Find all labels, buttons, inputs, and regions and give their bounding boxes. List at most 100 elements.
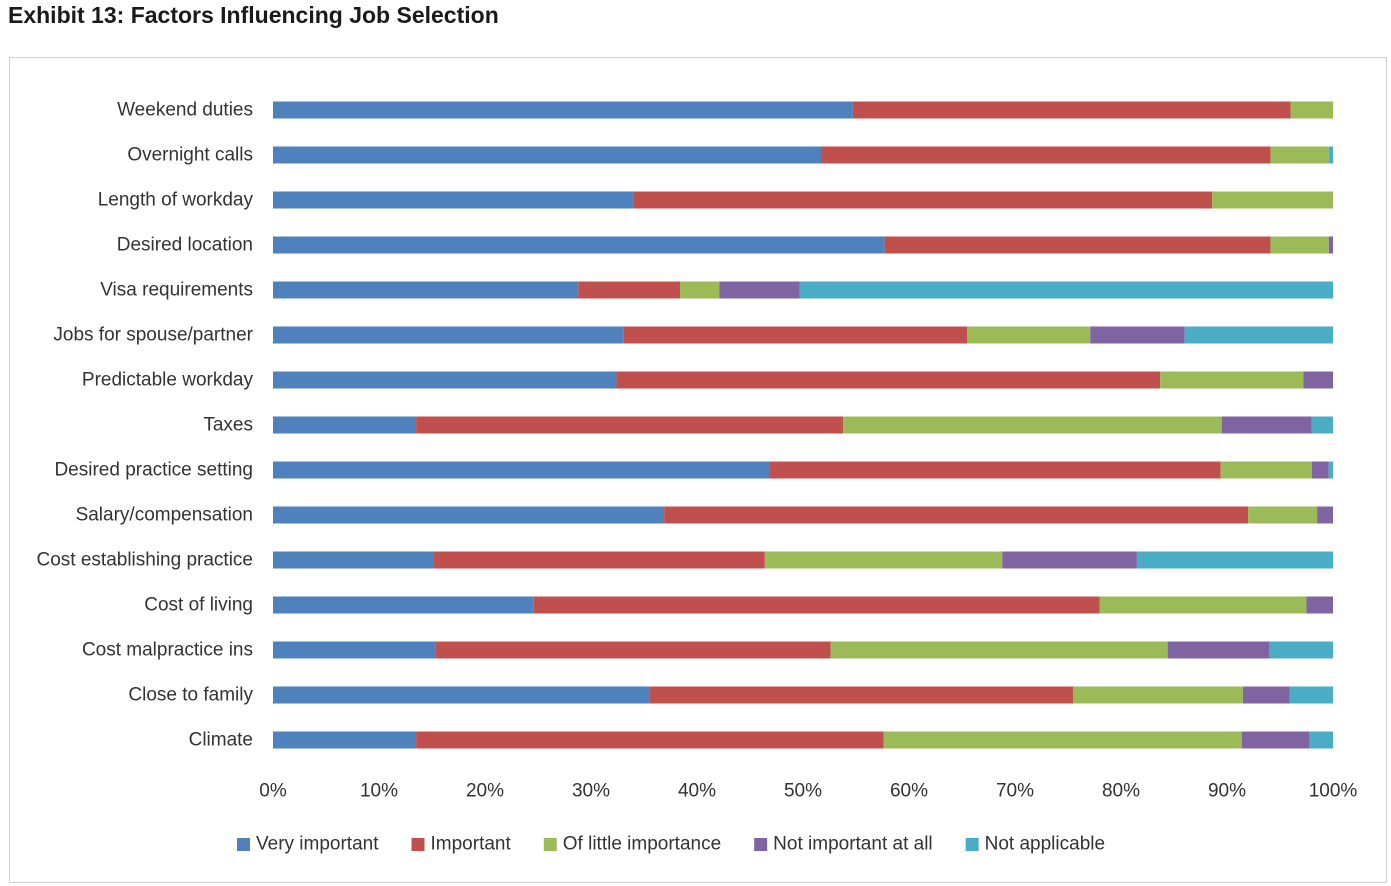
- bar-predictable-workday-not-important-at-all: [1303, 371, 1333, 389]
- bar-climate-not-applicable: [1309, 731, 1333, 749]
- category-label: Cost malpractice ins: [82, 640, 253, 661]
- category-label: Desired location: [117, 235, 253, 256]
- category-label: Salary/compensation: [76, 505, 253, 526]
- x-tick-label: 30%: [572, 781, 610, 802]
- bar-climate-very-important: [273, 731, 417, 749]
- bar-desired-practice-setting-not-important-at-all: [1311, 461, 1329, 479]
- bar-cost-malpractice-ins-not-applicable: [1269, 641, 1333, 659]
- legend: Very important Important Of little importa…: [237, 834, 1105, 855]
- category-label: Climate: [189, 730, 253, 751]
- bar-predictable-workday-important: [616, 371, 1161, 389]
- bar-cost-of-living-important: [533, 596, 1100, 614]
- bar-jobs-for-spouse-partner-not-important-at-all: [1090, 326, 1185, 344]
- bar-desired-location-important: [884, 236, 1271, 254]
- category-label: Desired practice setting: [54, 460, 253, 481]
- bar-overnight-calls-of-little-importance: [1270, 146, 1329, 164]
- bar-salary-compensation-not-important-at-all: [1317, 506, 1333, 524]
- category-label: Visa requirements: [100, 280, 253, 301]
- bar-jobs-for-spouse-partner-not-applicable: [1184, 326, 1333, 344]
- x-tick-label: 60%: [890, 781, 928, 802]
- x-tick-label: 100%: [1309, 781, 1358, 802]
- bar-close-to-family-of-little-importance: [1073, 686, 1243, 704]
- legend-swatch-of-little-importance: [543, 838, 557, 851]
- bars-layer: [273, 101, 1333, 749]
- bar-visa-requirements-important: [578, 281, 681, 299]
- bar-desired-location-not-important-at-all: [1328, 236, 1333, 254]
- bar-cost-malpractice-ins-important: [435, 641, 831, 659]
- bar-taxes-not-important-at-all: [1221, 416, 1312, 434]
- x-tick-label: 80%: [1102, 781, 1140, 802]
- bar-climate-not-important-at-all: [1241, 731, 1310, 749]
- bar-taxes-very-important: [273, 416, 417, 434]
- bar-climate-of-little-importance: [883, 731, 1242, 749]
- bar-taxes-important: [416, 416, 844, 434]
- bar-visa-requirements-of-little-importance: [680, 281, 720, 299]
- bar-taxes-of-little-importance: [843, 416, 1222, 434]
- category-label: Overnight calls: [127, 145, 253, 166]
- category-labels: Weekend duties Overnight calls Length of w…: [37, 100, 254, 751]
- bar-cost-malpractice-ins-of-little-importance: [830, 641, 1168, 659]
- x-tick-label: 90%: [1208, 781, 1246, 802]
- category-label: Predictable workday: [82, 370, 254, 391]
- bar-cost-establishing-practice-not-important-at-all: [1002, 551, 1137, 569]
- bar-length-of-workday-very-important: [273, 191, 634, 209]
- bar-cost-establishing-practice-important: [433, 551, 765, 569]
- bar-cost-establishing-practice-not-applicable: [1136, 551, 1333, 569]
- bar-desired-location-very-important: [273, 236, 885, 254]
- bar-overnight-calls-not-applicable: [1328, 146, 1333, 164]
- legend-label-not-important-at-all: Not important at all: [773, 834, 932, 855]
- bar-weekend-duties-very-important: [273, 101, 853, 119]
- legend-swatch-not-applicable: [965, 838, 979, 851]
- chart-title: Exhibit 13: Factors Influencing Job Sele…: [8, 2, 499, 28]
- bar-close-to-family-very-important: [273, 686, 650, 704]
- bar-cost-establishing-practice-very-important: [273, 551, 434, 569]
- legend-label-very-important: Very important: [256, 834, 379, 855]
- x-tick-label: 0%: [259, 781, 287, 802]
- category-label: Length of workday: [98, 190, 254, 211]
- bar-cost-of-living-of-little-importance: [1099, 596, 1307, 614]
- bar-jobs-for-spouse-partner-of-little-importance: [967, 326, 1091, 344]
- bar-weekend-duties-important: [852, 101, 1291, 119]
- legend-label-important: Important: [431, 834, 512, 855]
- bar-salary-compensation-very-important: [273, 506, 665, 524]
- bar-visa-requirements-not-important-at-all: [719, 281, 800, 299]
- category-label: Close to family: [128, 685, 253, 706]
- category-label: Cost of living: [144, 595, 253, 616]
- x-tick-label: 20%: [466, 781, 504, 802]
- x-tick-label: 70%: [996, 781, 1034, 802]
- x-axis-ticks: 0% 10% 20% 30% 40% 50% 60% 70% 80% 90% 100%: [259, 781, 1357, 802]
- category-label: Cost establishing practice: [37, 550, 254, 571]
- category-label: Jobs for spouse/partner: [53, 325, 253, 346]
- bar-visa-requirements-very-important: [273, 281, 579, 299]
- legend-swatch-very-important: [237, 838, 250, 851]
- category-label: Weekend duties: [117, 100, 253, 121]
- bar-desired-location-of-little-importance: [1270, 236, 1329, 254]
- bar-cost-of-living-not-important-at-all: [1306, 596, 1333, 614]
- bar-salary-compensation-of-little-importance: [1248, 506, 1318, 524]
- x-tick-label: 10%: [360, 781, 398, 802]
- bar-overnight-calls-very-important: [273, 146, 822, 164]
- bar-length-of-workday-of-little-importance: [1212, 191, 1333, 209]
- bar-jobs-for-spouse-partner-very-important: [273, 326, 624, 344]
- bar-close-to-family-important: [649, 686, 1074, 704]
- bar-salary-compensation-important: [664, 506, 1249, 524]
- bar-weekend-duties-of-little-importance: [1290, 101, 1333, 119]
- bar-taxes-not-applicable: [1311, 416, 1333, 434]
- x-tick-label: 40%: [678, 781, 716, 802]
- bar-desired-practice-setting-very-important: [273, 461, 770, 479]
- bar-desired-practice-setting-not-applicable: [1328, 461, 1333, 479]
- bar-desired-practice-setting-of-little-importance: [1220, 461, 1312, 479]
- bar-cost-malpractice-ins-not-important-at-all: [1167, 641, 1270, 659]
- legend-swatch-important: [411, 838, 425, 851]
- bar-overnight-calls-important: [821, 146, 1271, 164]
- chart-frame: Weekend duties Overnight calls Length of w…: [9, 57, 1387, 883]
- bar-close-to-family-not-important-at-all: [1242, 686, 1290, 704]
- bar-length-of-workday-important: [633, 191, 1213, 209]
- bar-visa-requirements-not-applicable: [799, 281, 1333, 299]
- bar-climate-important: [416, 731, 884, 749]
- bar-cost-of-living-very-important: [273, 596, 534, 614]
- bar-desired-practice-setting-important: [769, 461, 1221, 479]
- bar-predictable-workday-very-important: [273, 371, 617, 389]
- stacked-bar-chart: Weekend duties Overnight calls Length of w…: [37, 100, 1358, 855]
- category-label: Taxes: [203, 415, 253, 436]
